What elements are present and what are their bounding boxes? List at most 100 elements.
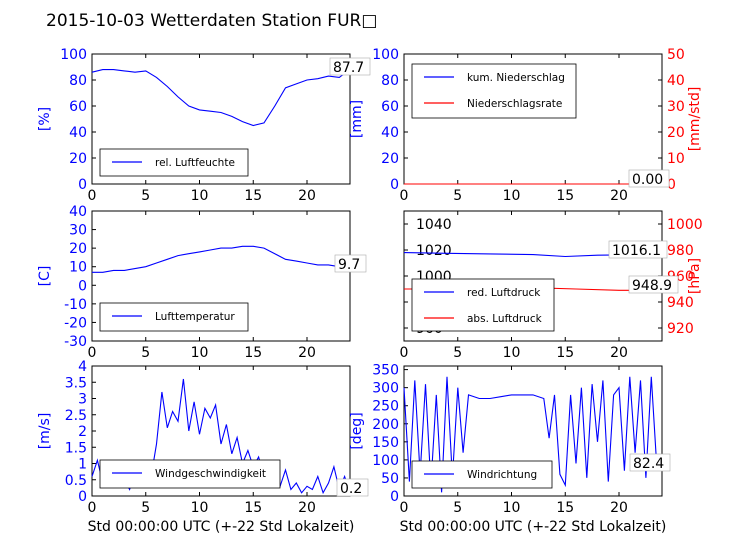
- y-right-tick-label: 20: [667, 125, 685, 141]
- y-tick-label: 1020: [416, 243, 452, 259]
- y-axis-label: [mm]: [349, 100, 365, 138]
- x-tick-label: 15: [244, 345, 262, 361]
- y-tick-label: 0.5: [65, 473, 87, 489]
- chart-panel-2: 0 5 10 15 20 0 20 40 60 80 100 [mm] 0 10 20 30 40 50 [mm/s…: [349, 47, 703, 204]
- legend-label: rel. Luftfeuchte: [155, 157, 235, 169]
- y-tick-label: 1.5: [65, 440, 87, 456]
- y-tick-label: 250: [372, 399, 399, 415]
- y-tick-label: 0: [390, 489, 399, 505]
- y-tick-label: 1040: [416, 217, 452, 233]
- x-tick-label: 20: [610, 188, 628, 204]
- x-tick-label: 5: [141, 345, 150, 361]
- x-tick-label: 10: [191, 188, 209, 204]
- value-label: 82.4: [633, 456, 664, 472]
- chart-panel-1: 0 5 10 15 20 0 20 40 60 80 100 [%] rel. Luftfeuchte 8…: [37, 47, 371, 204]
- y-axis-label: [m/s]: [37, 413, 53, 450]
- x-tick-label: 20: [610, 345, 628, 361]
- y-tick-label: 3: [78, 392, 87, 408]
- value-label: 1016.1: [612, 243, 661, 259]
- y-right-tick-label: 50: [667, 47, 685, 63]
- y-right-tick-label: 40: [667, 73, 685, 89]
- y-axis-label: [deg]: [349, 412, 365, 449]
- y-tick-label: 20: [69, 151, 87, 167]
- y-tick-label: 0: [390, 177, 399, 193]
- y-tick-label: 3.5: [65, 375, 87, 391]
- y-tick-label: 40: [69, 204, 87, 220]
- x-axis-label: Std 00:00:00 UTC (+-22 Std Lokalzeit): [88, 519, 355, 535]
- x-tick-label: 10: [503, 345, 521, 361]
- y-tick-label: -20: [64, 315, 87, 331]
- y-tick-label: 2: [78, 424, 87, 440]
- series-line-lufttemperatur: [92, 245, 349, 273]
- y-tick-label: -30: [64, 334, 87, 350]
- x-tick-label: 10: [503, 500, 521, 516]
- x-tick-label: 10: [191, 500, 209, 516]
- y-tick-label: 60: [69, 99, 87, 115]
- y-tick-label: 40: [69, 125, 87, 141]
- x-tick-label: 15: [556, 500, 574, 516]
- y-tick-label: 350: [372, 363, 399, 379]
- x-tick-label: 10: [503, 188, 521, 204]
- y-right-tick-label: 1000: [667, 217, 703, 233]
- x-tick-label: 0: [400, 500, 409, 516]
- y-tick-label: 10: [69, 260, 87, 276]
- y-tick-label: 20: [381, 151, 399, 167]
- x-tick-label: 5: [453, 345, 462, 361]
- legend-label: red. Luftdruck: [467, 287, 541, 299]
- series-line-rel-luftfeuchte: [91, 69, 350, 127]
- y-tick-label: -10: [64, 297, 87, 313]
- y-right-tick-label: 940: [667, 295, 694, 311]
- y-tick-label: 150: [372, 435, 399, 451]
- x-tick-label: 15: [244, 188, 262, 204]
- legend-box: [411, 278, 555, 332]
- legend-label: Lufttemperatur: [155, 311, 235, 323]
- legend-box: [99, 302, 249, 332]
- legend-label: Niederschlagsrate: [467, 98, 562, 110]
- y-right-tick-label: 10: [667, 151, 685, 167]
- y-tick-label: 100: [372, 47, 399, 63]
- x-axis-label: Std 00:00:00 UTC (+-22 Std Lokalzeit): [400, 519, 667, 535]
- y-axis-label: [%]: [37, 107, 53, 131]
- x-tick-label: 20: [298, 188, 316, 204]
- legend-label: Windgeschwindigkeit: [155, 468, 266, 480]
- value-label-box: [608, 240, 668, 259]
- x-tick-label: 20: [298, 345, 316, 361]
- value-label-box: [336, 478, 369, 497]
- y-tick-label: 100: [60, 47, 87, 63]
- y-axis-label: [C]: [37, 266, 53, 287]
- x-tick-label: 5: [453, 188, 462, 204]
- x-tick-label: 15: [556, 345, 574, 361]
- y-tick-label: 50: [381, 471, 399, 487]
- value-label: 0.2: [340, 481, 362, 497]
- value-label: 948.9: [632, 278, 672, 294]
- chart-panel-6: 0 5 10 15 20050100150200250300350[deg]Windri…: [349, 363, 671, 535]
- legend-box: [411, 63, 577, 119]
- y-right-tick-label: 30: [667, 99, 685, 115]
- legend-box: [99, 459, 281, 489]
- x-tick-label: 15: [244, 500, 262, 516]
- x-tick-label: 0: [88, 500, 97, 516]
- y-tick-label: 0: [78, 489, 87, 505]
- value-label: 9.7: [338, 257, 360, 273]
- y-right-tick-label: 0: [667, 177, 676, 193]
- value-label-box: [334, 254, 367, 273]
- legend-label: abs. Luftdruck: [467, 313, 543, 325]
- legend-label: Windrichtung: [467, 469, 537, 481]
- y-tick-label: 100: [372, 453, 399, 469]
- x-tick-label: 5: [141, 500, 150, 516]
- y-tick-label: 0: [78, 278, 87, 294]
- page-title: 2015-10-03 Wetterdaten Station FUR□: [46, 11, 377, 31]
- y-tick-label: 80: [69, 73, 87, 89]
- value-label: 87.7: [333, 60, 364, 76]
- x-tick-label: 15: [556, 188, 574, 204]
- y-tick-label: 20: [69, 241, 87, 257]
- y-tick-label: 1: [78, 457, 87, 473]
- value-label-box: [628, 169, 670, 188]
- y-tick-label: 60: [381, 99, 399, 115]
- x-tick-label: 0: [400, 188, 409, 204]
- x-tick-label: 10: [191, 345, 209, 361]
- chart-panel-3: 0 5 10 15 20 -30 -20 -10 0 10 20 30 40 [C] Lufttempera…: [37, 204, 367, 361]
- y-tick-label: 80: [381, 73, 399, 89]
